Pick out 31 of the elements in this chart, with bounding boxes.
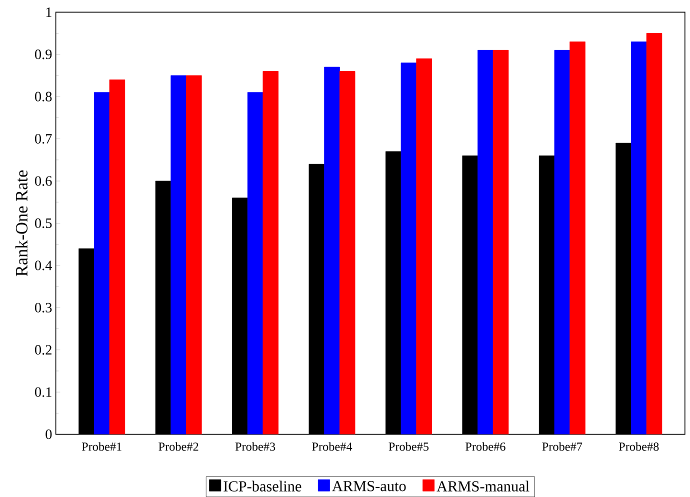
x-tick-label: Probe#4 [312,442,352,451]
y-axis-title: Rank-One Rate [15,170,28,276]
x-tick-label: Probe#6 [466,442,506,451]
x-tick-label: Probe#5 [388,442,429,451]
y-tick-label: 0.9 [35,49,52,60]
bar [538,155,555,434]
y-tick-label: 0.1 [35,387,52,397]
y-tick-label: 0.5 [35,218,52,228]
legend-label: ICP-baseline [224,480,302,492]
y-tick-label: 0.4 [35,260,52,270]
x-tick-label: Probe#8 [618,442,659,451]
legend-label: ARMS-auto [332,480,406,492]
x-tick-label: Probe#7 [542,442,582,451]
x-tick-label: Probe#2 [158,442,198,451]
bar [616,142,632,434]
bar [232,198,248,434]
y-tick-label: 0.2 [35,344,52,355]
y-tick-label: 0 [46,429,52,439]
y-tick-label: 0.6 [35,176,52,186]
bar [155,180,172,434]
y-tick-label: 0.3 [35,302,52,312]
x-tick-label: Probe#3 [235,442,276,451]
bar [386,151,402,434]
y-tick-label: 1 [46,7,52,17]
bar [308,164,325,434]
legend-label: ARMS-manual [436,480,530,492]
bar [78,248,94,434]
bar [462,155,478,434]
y-tick-label: 0.7 [35,134,52,144]
y-tick-label: 0.8 [35,92,52,102]
x-tick-label: Probe#1 [82,442,122,451]
